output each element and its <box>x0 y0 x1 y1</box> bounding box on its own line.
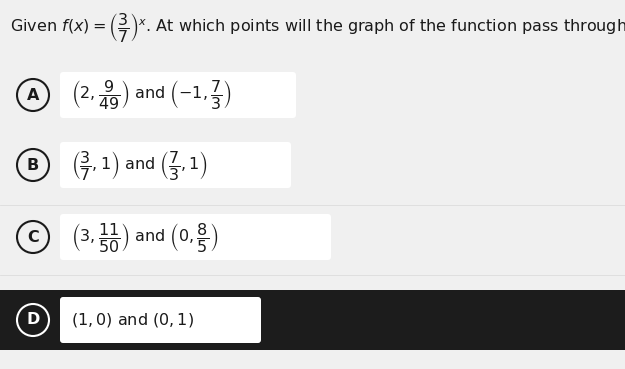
Bar <box>0 290 625 350</box>
Circle shape <box>17 79 49 111</box>
FancyBboxPatch shape <box>60 214 331 260</box>
Circle shape <box>17 221 49 253</box>
Bar <box>0 207 625 267</box>
Text: B: B <box>27 158 39 172</box>
Circle shape <box>17 304 49 336</box>
Text: $(1,0)$ and $(0,1)$: $(1,0)$ and $(0,1)$ <box>71 311 194 329</box>
Circle shape <box>17 149 49 181</box>
Text: $\left(2,\dfrac{9}{49}\right)$ and $\left(-1,\dfrac{7}{3}\right)$: $\left(2,\dfrac{9}{49}\right)$ and $\lef… <box>71 79 232 111</box>
Text: A: A <box>27 87 39 103</box>
FancyBboxPatch shape <box>60 72 296 118</box>
Text: $\left(\dfrac{3}{7},1\right)$ and $\left(\dfrac{7}{3},1\right)$: $\left(\dfrac{3}{7},1\right)$ and $\left… <box>71 148 208 182</box>
Text: Given $f(x)=\left(\dfrac{3}{7}\right)^x$. At which points will the graph of the : Given $f(x)=\left(\dfrac{3}{7}\right)^x$… <box>10 11 625 45</box>
Text: C: C <box>27 230 39 245</box>
FancyBboxPatch shape <box>60 142 291 188</box>
FancyBboxPatch shape <box>60 297 261 343</box>
Text: $\left(3,\dfrac{11}{50}\right)$ and $\left(0,\dfrac{8}{5}\right)$: $\left(3,\dfrac{11}{50}\right)$ and $\le… <box>71 221 218 254</box>
Text: D: D <box>26 313 40 328</box>
Bar <box>0 135 625 195</box>
Bar <box>0 65 625 125</box>
